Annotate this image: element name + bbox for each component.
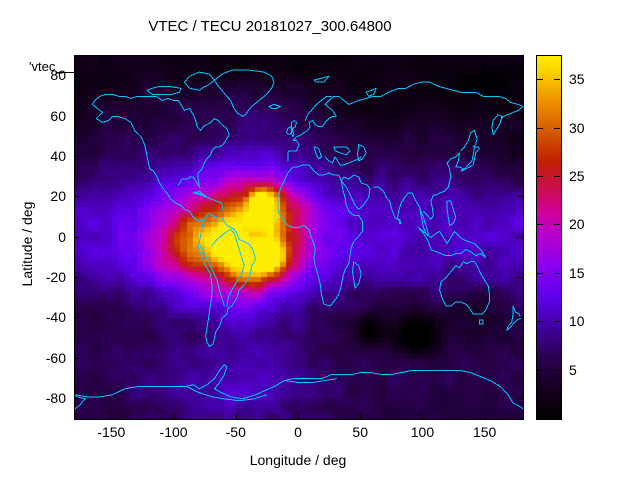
y-axis-tick-label: 40 [50, 147, 66, 164]
y-axis-title: Latitude / deg [19, 201, 35, 287]
x-axis-tick-mark [360, 55, 362, 60]
x-axis-tick-mark [298, 55, 299, 60]
colorbar-tick-label: 5 [569, 361, 577, 378]
colorbar-tick-mark [554, 272, 560, 274]
x-axis-tick-mark [173, 55, 175, 60]
x-axis-tick-mark [484, 55, 486, 60]
y-axis-tick-mark [74, 75, 79, 77]
y-axis-tick-label: 0 [58, 228, 66, 245]
y-axis-tick-mark [518, 75, 523, 77]
y-axis-tick-mark [74, 196, 79, 198]
colorbar-tick-label: 10 [569, 313, 585, 330]
colorbar-tick-label: 20 [569, 216, 585, 233]
y-axis-tick-mark [74, 236, 79, 238]
y-axis-tick-mark [518, 397, 523, 399]
x-axis-tick-label: -150 [97, 424, 126, 440]
page-title: VTEC / TECU 20181027_300.64800 [148, 18, 392, 35]
x-axis-title: Longitude / deg [249, 452, 347, 468]
colorbar-tick-label: 30 [569, 119, 585, 136]
x-axis-tick-mark [111, 55, 113, 60]
x-axis-tick-mark [484, 414, 486, 419]
y-axis-tick-label: -40 [45, 309, 66, 326]
x-axis-tick-mark [422, 414, 424, 419]
colorbar-tick-label: 25 [569, 168, 585, 184]
y-axis-tick-mark [74, 397, 79, 399]
colorbar-tick-mark [537, 127, 543, 129]
colorbar-tick-label: 35 [569, 71, 585, 88]
y-axis-tick-label: -80 [45, 389, 66, 406]
y-axis-tick-label: 60 [50, 107, 66, 124]
y-axis-tick-label: -60 [45, 349, 66, 366]
x-axis-tick-mark [111, 414, 113, 419]
x-axis-tick-label: -50 [225, 424, 246, 440]
plot-key-label: 'vtec_ [29, 59, 63, 74]
y-axis-tick-label: 80 [50, 67, 66, 84]
x-axis-tick-label: 50 [352, 424, 368, 440]
heatmap-plot-area [74, 55, 524, 420]
colorbar-tick-mark [554, 127, 560, 129]
y-axis-tick-mark [74, 276, 79, 278]
colorbar-tick-mark [537, 224, 543, 226]
y-axis-tick-label: 20 [50, 188, 66, 205]
colorbar-tick-mark [537, 272, 543, 274]
y-axis-tick-mark [518, 276, 523, 278]
x-axis-tick-mark [235, 55, 237, 60]
y-axis-tick-mark [74, 357, 79, 359]
colorbar-tick-mark [537, 321, 543, 323]
vtec-heatmap-canvas [75, 56, 523, 419]
colorbar-tick-mark [554, 369, 560, 371]
plot-key-rule [57, 72, 83, 73]
x-axis-tick-label: 150 [472, 424, 497, 440]
colorbar-tick-mark [537, 176, 543, 177]
y-axis-tick-mark [518, 357, 523, 359]
x-axis-tick-mark [360, 414, 362, 419]
colorbar [536, 55, 562, 420]
y-axis-tick-mark [74, 115, 79, 117]
colorbar-tick-label: 15 [569, 264, 585, 281]
colorbar-tick-mark [554, 79, 560, 81]
y-axis-tick-mark [518, 236, 523, 238]
colorbar-tick-mark [554, 321, 560, 323]
y-axis-tick-mark [74, 155, 79, 157]
x-axis-tick-mark [298, 414, 299, 419]
colorbar-tick-mark [554, 176, 560, 177]
y-axis-tick-mark [518, 317, 523, 319]
y-axis-tick-mark [74, 317, 79, 319]
x-axis-tick-mark [235, 414, 237, 419]
colorbar-tick-mark [554, 224, 560, 226]
y-axis-tick-label: -20 [45, 268, 66, 285]
x-axis-tick-label: 0 [294, 424, 302, 440]
x-axis-tick-label: -100 [159, 424, 188, 440]
y-axis-tick-mark [518, 155, 523, 157]
colorbar-tick-mark [537, 369, 543, 371]
x-axis-tick-mark [173, 414, 175, 419]
colorbar-tick-mark [537, 79, 543, 81]
y-axis-tick-mark [518, 115, 523, 117]
colorbar-gradient [537, 56, 561, 419]
x-axis-tick-mark [422, 55, 424, 60]
x-axis-tick-label: 100 [410, 424, 435, 440]
y-axis-tick-mark [518, 196, 523, 198]
